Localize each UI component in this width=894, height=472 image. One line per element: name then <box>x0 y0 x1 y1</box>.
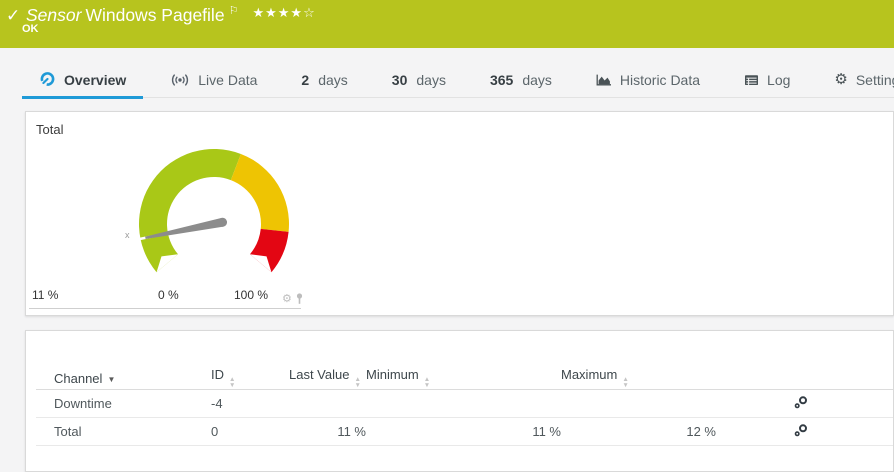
area-chart-icon <box>596 74 611 86</box>
sort-icon: ▲ ▼ <box>622 376 629 389</box>
cell-maximum: 12 % <box>561 417 716 446</box>
gauge-widget-underline <box>29 308 301 309</box>
total-gauge-chart <box>127 148 290 273</box>
table-row-total[interactable]: Total 0 11 % 11 % 12 % <box>36 417 893 446</box>
cell-last-value: 11 % <box>289 417 366 446</box>
sensor-status-header: ✓ Sensor Windows Pagefile ⚐ ★★★★☆ OK <box>0 0 894 48</box>
check-icon: ✓ <box>6 6 21 25</box>
tab-30-days-unit: days <box>416 71 446 88</box>
broadcast-icon <box>172 73 189 86</box>
tab-overview-label: Overview <box>64 71 127 88</box>
gauge-min-label: 0 % <box>158 288 179 302</box>
cell-last-value <box>289 389 366 418</box>
tab-settings-label: Settings <box>855 71 894 88</box>
channel-table: Channel ▼ ID ▲ ▼ Last Value ▲ ▼ Minimum ▲ ▼ Max… <box>36 367 893 446</box>
tab-365-days-unit: days <box>522 71 552 88</box>
tab-2-days-number: 2 <box>301 71 310 88</box>
tab-30-days[interactable]: 30 days <box>375 62 463 99</box>
gauge-panel-title: Total <box>36 122 64 137</box>
gauge-needle-marker: x <box>125 230 130 240</box>
cell-channel: Total <box>36 417 201 446</box>
channel-table-panel: Channel ▼ ID ▲ ▼ Last Value ▲ ▼ Minimum ▲ ▼ Max… <box>25 330 894 472</box>
star-empty-icon: ☆ <box>303 5 316 20</box>
gauge-max-label: 100 % <box>234 288 269 302</box>
widget-pin-icon[interactable] <box>295 293 304 305</box>
status-badge: OK <box>22 23 39 35</box>
tab-historic-data-label: Historic Data <box>619 71 701 88</box>
tab-30-days-number: 30 <box>391 71 408 88</box>
gauge-widget-controls: ⚙ <box>282 293 304 305</box>
sensor-title-row: Sensor Windows Pagefile ⚐ ★★★★☆ <box>26 5 316 26</box>
cell-id: -4 <box>201 389 289 418</box>
sort-icon: ▲ ▼ <box>354 376 361 389</box>
gauge-segment-yellow <box>230 153 290 232</box>
tab-365-days[interactable]: 365 days <box>473 62 569 99</box>
channel-settings-gears-icon[interactable] <box>793 423 809 438</box>
cell-minimum: 11 % <box>366 417 561 446</box>
gauge-needle <box>127 217 228 243</box>
channel-table-header-row: Channel ▼ ID ▲ ▼ Last Value ▲ ▼ Minimum ▲ ▼ Max… <box>36 367 893 390</box>
sort-icon: ▲ ▼ <box>229 376 236 389</box>
tab-log[interactable]: Log <box>727 62 807 99</box>
tab-live-data-label: Live Data <box>198 71 258 88</box>
tab-overview[interactable]: Overview <box>22 62 144 99</box>
tab-2-days[interactable]: 2 days <box>284 62 364 99</box>
tab-settings[interactable]: ⚙ Settings <box>817 62 894 99</box>
tab-log-label: Log <box>767 71 791 88</box>
tab-2-days-unit: days <box>318 71 348 88</box>
column-header-maximum[interactable]: Maximum ▲ ▼ <box>561 367 716 390</box>
sort-caret-icon: ▼ <box>107 374 116 384</box>
table-row-downtime[interactable]: Downtime -4 <box>36 389 893 418</box>
priority-stars[interactable]: ★★★★☆ <box>252 5 315 20</box>
stars-filled-icon: ★★★★ <box>252 5 304 20</box>
cell-id: 0 <box>201 417 289 446</box>
tab-365-days-number: 365 <box>489 71 514 88</box>
object-kind-label: Sensor <box>26 5 82 25</box>
cell-channel: Downtime <box>36 389 201 418</box>
column-header-channel[interactable]: Channel ▼ <box>36 367 201 390</box>
tab-bar: Overview Live Data 2 days 30 days 365 da… <box>0 48 894 99</box>
overview-gauge-panel: Total x 11 % 0 % 100 % ⚙ <box>25 111 894 316</box>
gauge-current-value: 11 % <box>32 288 59 302</box>
channel-settings-gears-icon[interactable] <box>793 395 809 410</box>
column-header-last-value[interactable]: Last Value ▲ ▼ <box>289 367 366 390</box>
cell-minimum <box>366 389 561 418</box>
tab-historic-data[interactable]: Historic Data <box>579 62 717 99</box>
column-header-minimum[interactable]: Minimum ▲ ▼ <box>366 367 561 390</box>
gauge-icon <box>40 72 55 86</box>
widget-gear-icon[interactable]: ⚙ <box>282 292 292 305</box>
cell-maximum <box>561 389 716 418</box>
tab-live-data[interactable]: Live Data <box>153 62 274 99</box>
sort-icon: ▲ ▼ <box>423 376 431 389</box>
flag-icon[interactable]: ⚐ <box>228 5 239 17</box>
gear-icon: ⚙ <box>834 71 848 88</box>
sensor-title: Windows Pagefile <box>85 5 225 25</box>
column-header-id[interactable]: ID ▲ ▼ <box>201 367 289 390</box>
gauge-segment-green <box>139 148 241 273</box>
log-list-icon <box>745 74 759 85</box>
